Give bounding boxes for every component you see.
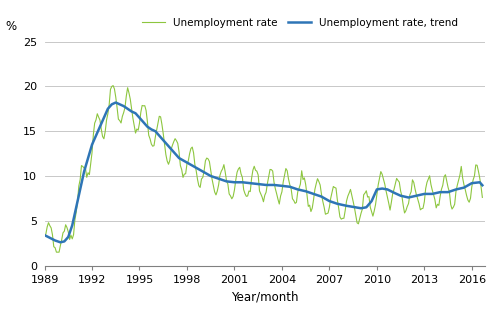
Unemployment rate, trend [318, 195, 324, 198]
Unemployment rate, trend [191, 164, 197, 168]
Unemployment rate, trend [99, 119, 105, 123]
Line: Unemployment rate: Unemployment rate [45, 85, 482, 252]
Unemployment rate, trend [57, 240, 63, 244]
Unemployment rate, trend [420, 192, 426, 196]
Unemployment rate [318, 192, 324, 196]
Unemployment rate [42, 234, 48, 238]
Unemployment rate [420, 206, 426, 210]
Unemployment rate, trend [282, 184, 288, 188]
Unemployment rate [53, 250, 59, 254]
Unemployment rate, trend [479, 183, 485, 187]
Line: Unemployment rate, trend: Unemployment rate, trend [45, 102, 482, 242]
Unemployment rate [99, 134, 105, 138]
Unemployment rate [110, 84, 116, 87]
Unemployment rate, trend [113, 100, 119, 104]
Unemployment rate, trend [42, 233, 48, 237]
X-axis label: Year/month: Year/month [231, 290, 298, 303]
Unemployment rate, trend [283, 184, 289, 188]
Text: %: % [5, 20, 16, 33]
Unemployment rate [479, 196, 485, 199]
Unemployment rate [282, 173, 288, 177]
Unemployment rate [283, 167, 289, 171]
Legend: Unemployment rate, Unemployment rate, trend: Unemployment rate, Unemployment rate, tr… [142, 18, 458, 28]
Unemployment rate [191, 151, 197, 155]
